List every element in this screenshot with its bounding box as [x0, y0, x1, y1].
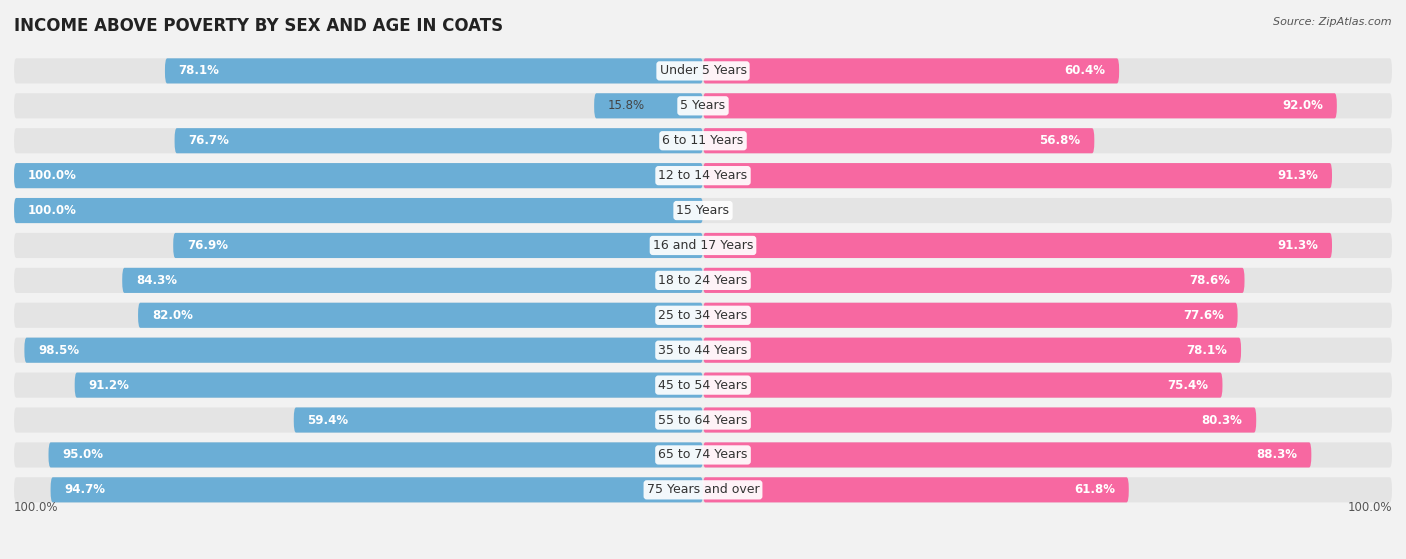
Text: 15 Years: 15 Years	[676, 204, 730, 217]
FancyBboxPatch shape	[14, 338, 1392, 363]
Text: 92.0%: 92.0%	[1282, 100, 1323, 112]
FancyBboxPatch shape	[703, 338, 1241, 363]
Text: 91.2%: 91.2%	[89, 378, 129, 392]
Text: 95.0%: 95.0%	[62, 448, 103, 461]
FancyBboxPatch shape	[703, 408, 1256, 433]
FancyBboxPatch shape	[14, 442, 1392, 467]
FancyBboxPatch shape	[48, 442, 703, 467]
FancyBboxPatch shape	[703, 477, 1129, 503]
Text: 18 to 24 Years: 18 to 24 Years	[658, 274, 748, 287]
Text: 65 to 74 Years: 65 to 74 Years	[658, 448, 748, 461]
FancyBboxPatch shape	[703, 372, 1222, 397]
Text: 78.6%: 78.6%	[1189, 274, 1230, 287]
Text: 76.7%: 76.7%	[188, 134, 229, 147]
FancyBboxPatch shape	[138, 303, 703, 328]
FancyBboxPatch shape	[703, 233, 1331, 258]
FancyBboxPatch shape	[14, 163, 1392, 188]
FancyBboxPatch shape	[703, 93, 1337, 119]
Text: 78.1%: 78.1%	[179, 64, 219, 77]
FancyBboxPatch shape	[14, 233, 1392, 258]
Text: 78.1%: 78.1%	[1187, 344, 1227, 357]
Text: 56.8%: 56.8%	[1039, 134, 1081, 147]
Text: 16 and 17 Years: 16 and 17 Years	[652, 239, 754, 252]
Text: 5 Years: 5 Years	[681, 100, 725, 112]
FancyBboxPatch shape	[122, 268, 703, 293]
FancyBboxPatch shape	[14, 372, 1392, 397]
FancyBboxPatch shape	[14, 408, 1392, 433]
Text: 45 to 54 Years: 45 to 54 Years	[658, 378, 748, 392]
Text: 60.4%: 60.4%	[1064, 64, 1105, 77]
Text: 12 to 14 Years: 12 to 14 Years	[658, 169, 748, 182]
FancyBboxPatch shape	[14, 268, 1392, 293]
Text: 88.3%: 88.3%	[1257, 448, 1298, 461]
FancyBboxPatch shape	[174, 128, 703, 153]
FancyBboxPatch shape	[51, 477, 703, 503]
FancyBboxPatch shape	[24, 338, 703, 363]
Text: 100.0%: 100.0%	[1347, 501, 1392, 514]
FancyBboxPatch shape	[703, 268, 1244, 293]
FancyBboxPatch shape	[294, 408, 703, 433]
Text: 15.8%: 15.8%	[607, 100, 645, 112]
Text: 84.3%: 84.3%	[136, 274, 177, 287]
Text: 61.8%: 61.8%	[1074, 484, 1115, 496]
FancyBboxPatch shape	[14, 163, 703, 188]
FancyBboxPatch shape	[14, 198, 1392, 223]
FancyBboxPatch shape	[14, 477, 1392, 503]
Text: 80.3%: 80.3%	[1202, 414, 1243, 427]
FancyBboxPatch shape	[75, 372, 703, 397]
FancyBboxPatch shape	[14, 58, 1392, 83]
Text: 59.4%: 59.4%	[308, 414, 349, 427]
Text: 91.3%: 91.3%	[1277, 239, 1319, 252]
FancyBboxPatch shape	[703, 163, 1331, 188]
Text: 77.6%: 77.6%	[1182, 309, 1223, 322]
Text: 100.0%: 100.0%	[28, 169, 77, 182]
Text: 75 Years and over: 75 Years and over	[647, 484, 759, 496]
Text: INCOME ABOVE POVERTY BY SEX AND AGE IN COATS: INCOME ABOVE POVERTY BY SEX AND AGE IN C…	[14, 17, 503, 35]
FancyBboxPatch shape	[703, 303, 1237, 328]
Text: 100.0%: 100.0%	[14, 501, 59, 514]
Text: 94.7%: 94.7%	[65, 484, 105, 496]
Text: Source: ZipAtlas.com: Source: ZipAtlas.com	[1274, 17, 1392, 27]
Text: 55 to 64 Years: 55 to 64 Years	[658, 414, 748, 427]
FancyBboxPatch shape	[14, 303, 1392, 328]
FancyBboxPatch shape	[703, 58, 1119, 83]
Text: 75.4%: 75.4%	[1167, 378, 1209, 392]
Text: 91.3%: 91.3%	[1277, 169, 1319, 182]
Text: 6 to 11 Years: 6 to 11 Years	[662, 134, 744, 147]
FancyBboxPatch shape	[165, 58, 703, 83]
Text: 98.5%: 98.5%	[38, 344, 79, 357]
FancyBboxPatch shape	[14, 128, 1392, 153]
FancyBboxPatch shape	[703, 128, 1094, 153]
FancyBboxPatch shape	[173, 233, 703, 258]
Text: 35 to 44 Years: 35 to 44 Years	[658, 344, 748, 357]
FancyBboxPatch shape	[703, 442, 1312, 467]
Text: 76.9%: 76.9%	[187, 239, 228, 252]
Text: Under 5 Years: Under 5 Years	[659, 64, 747, 77]
FancyBboxPatch shape	[14, 93, 1392, 119]
Text: 100.0%: 100.0%	[28, 204, 77, 217]
Text: 82.0%: 82.0%	[152, 309, 193, 322]
FancyBboxPatch shape	[595, 93, 703, 119]
FancyBboxPatch shape	[14, 198, 703, 223]
Text: 25 to 34 Years: 25 to 34 Years	[658, 309, 748, 322]
